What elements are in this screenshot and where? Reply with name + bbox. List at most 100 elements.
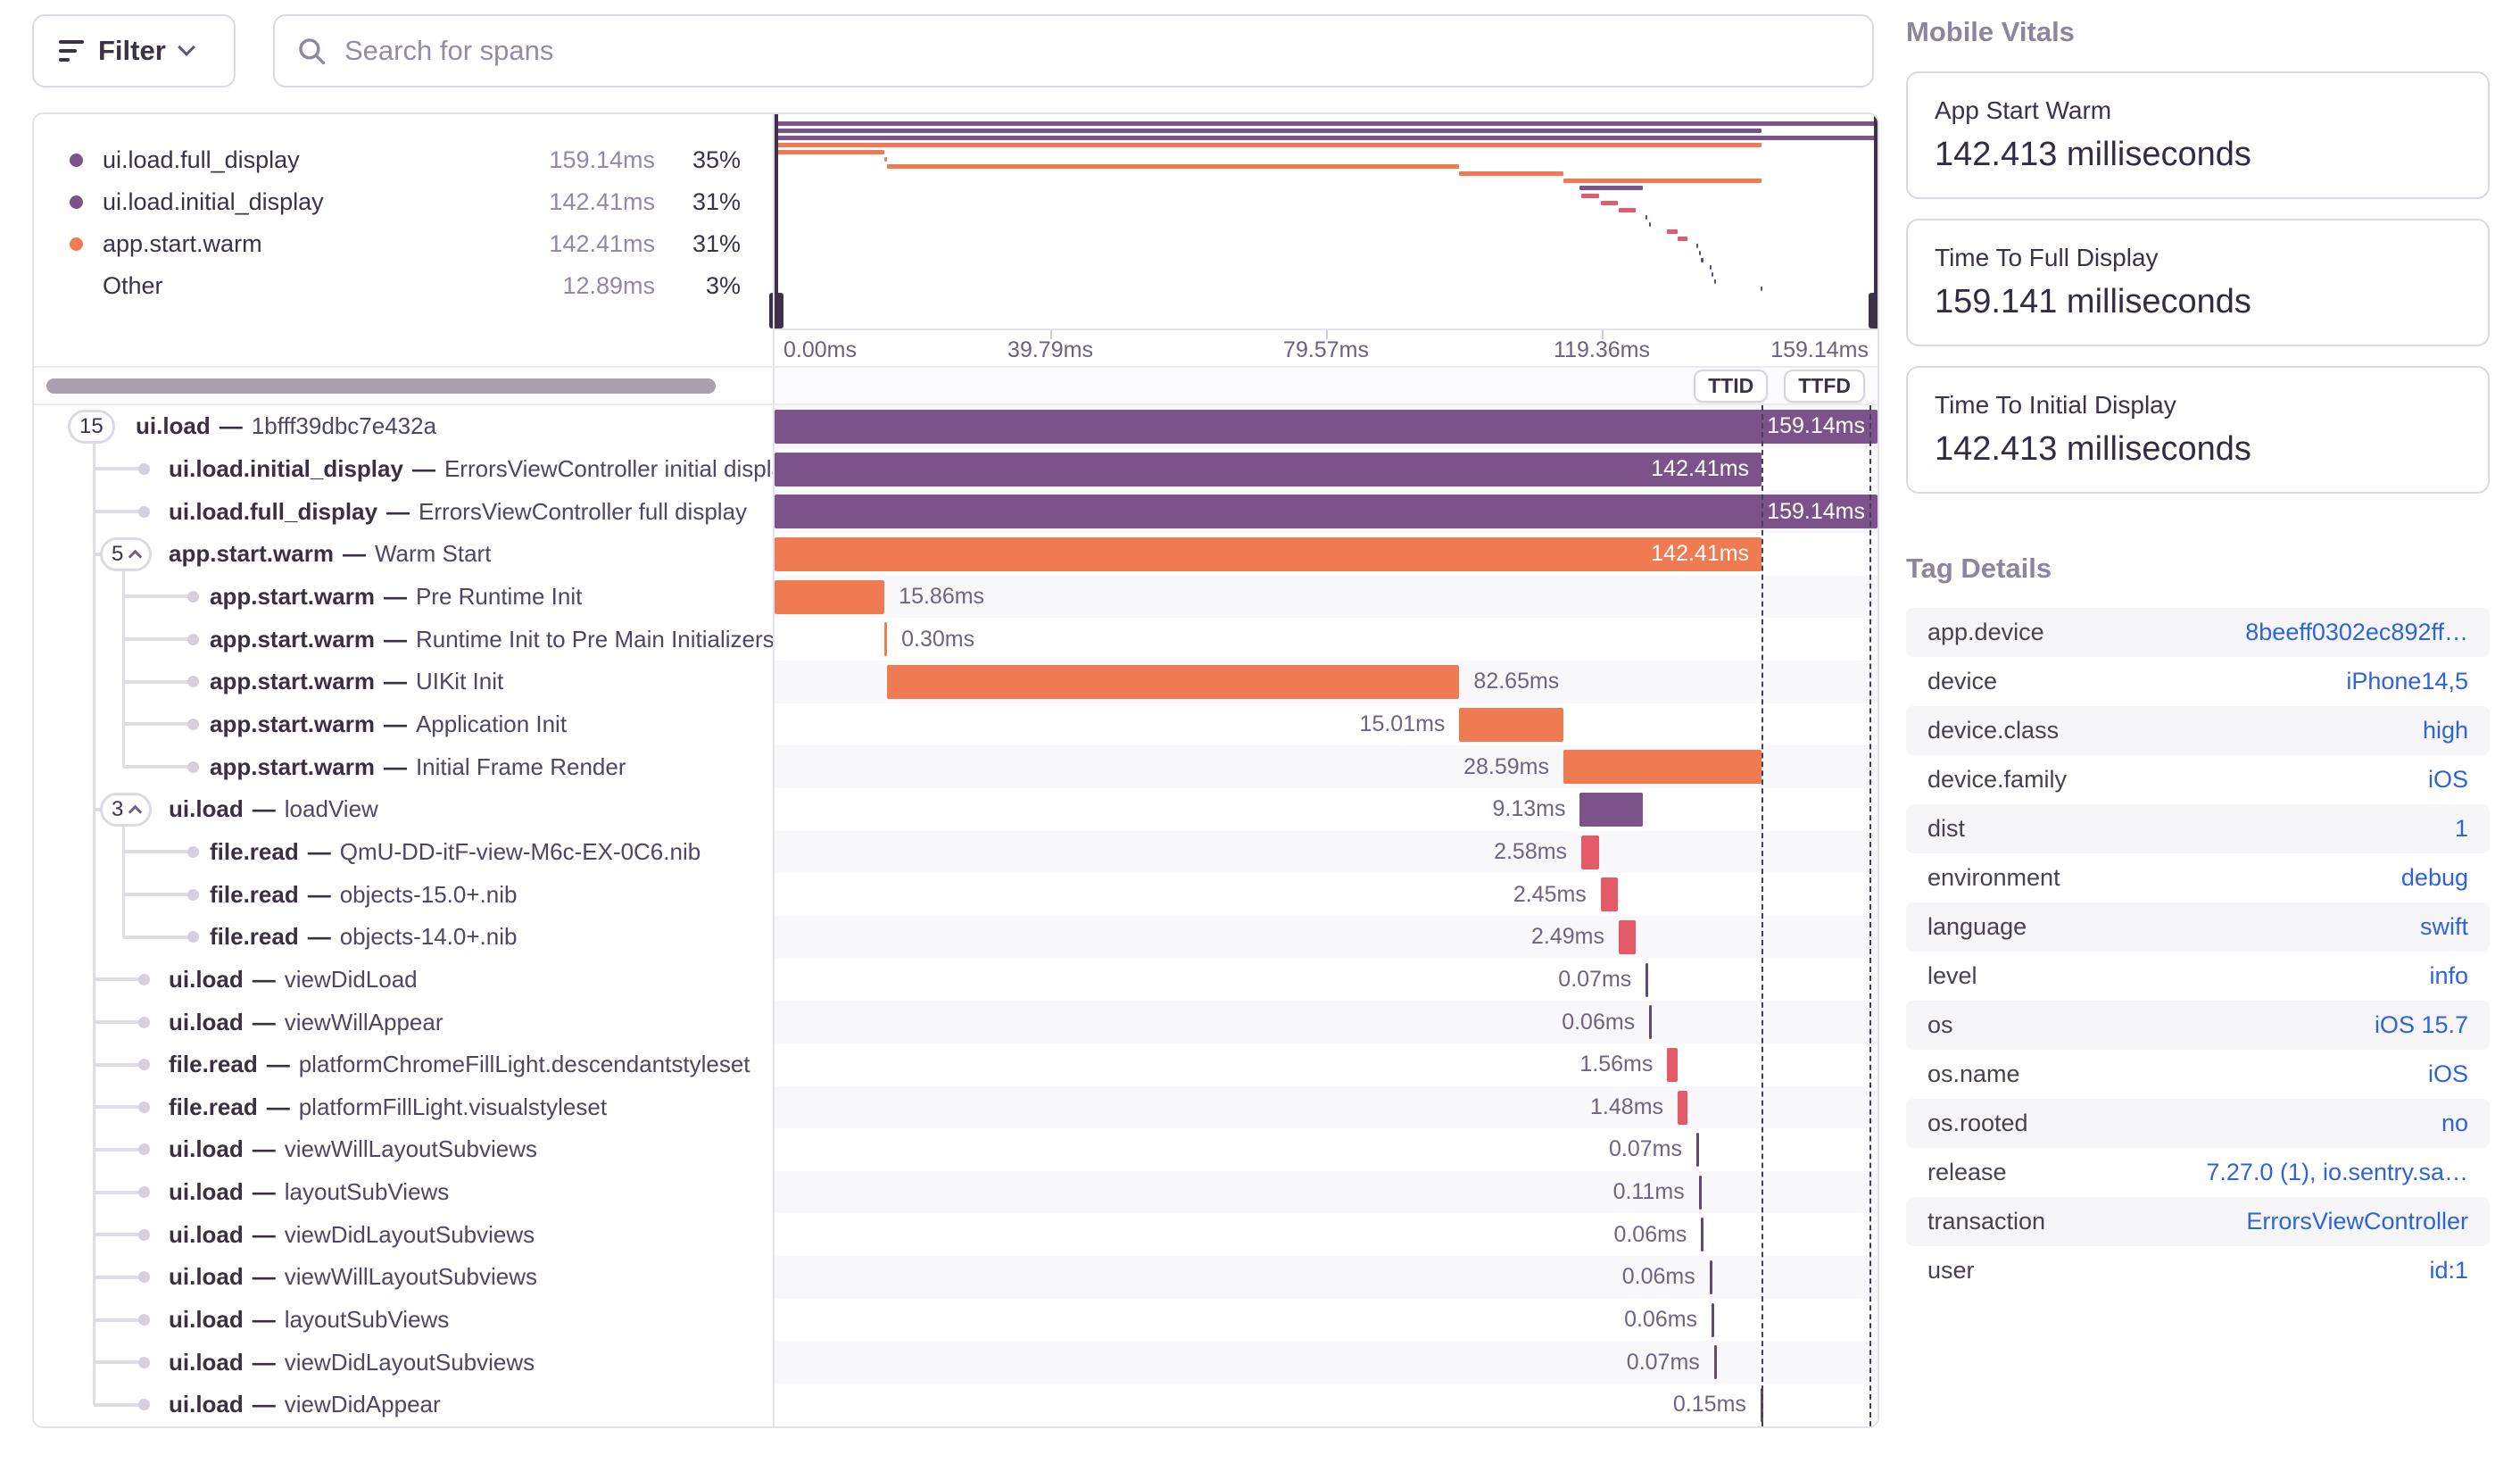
span-tree-row[interactable]: ui.load — layoutSubViews bbox=[34, 1171, 773, 1214]
span-bar[interactable] bbox=[1618, 919, 1637, 954]
span-duration-row[interactable]: 1.48ms bbox=[775, 1085, 1878, 1129]
minimap-right-drag-handle[interactable] bbox=[1869, 293, 1878, 328]
span-bar[interactable] bbox=[1459, 707, 1563, 742]
trace-minimap[interactable] bbox=[769, 114, 1878, 328]
span-duration-row[interactable]: 159.14ms bbox=[775, 490, 1878, 533]
legend-duration: 159.14ms bbox=[549, 146, 655, 173]
span-duration-row[interactable]: 15.86ms bbox=[775, 575, 1878, 619]
span-duration-row[interactable]: 0.07ms bbox=[775, 1341, 1878, 1384]
tag-value-link[interactable]: iPhone14,5 bbox=[2346, 668, 2468, 694]
span-bar[interactable] bbox=[775, 452, 1762, 486]
tag-value-link[interactable]: iOS bbox=[2427, 1060, 2468, 1087]
span-duration-row[interactable]: 0.30ms bbox=[775, 618, 1878, 661]
ttfd-marker-button[interactable]: TTFD bbox=[1784, 369, 1865, 403]
span-bar[interactable] bbox=[1600, 877, 1618, 912]
tag-value-link[interactable]: 1 bbox=[2454, 815, 2468, 842]
span-bar[interactable] bbox=[1579, 792, 1644, 827]
span-bar[interactable] bbox=[775, 410, 1878, 444]
span-bar[interactable] bbox=[775, 495, 1878, 529]
span-bar[interactable] bbox=[1701, 1218, 1704, 1252]
span-duration-row[interactable]: 142.41ms bbox=[775, 448, 1878, 491]
span-tree-row[interactable]: 15 ui.load — 1bfff39dbc7e432a bbox=[34, 405, 773, 448]
span-tree-row[interactable]: app.start.warm — Initial Frame Render bbox=[34, 745, 773, 788]
span-tree-row[interactable]: file.read — objects-14.0+.nib bbox=[34, 916, 773, 959]
span-bar[interactable] bbox=[1695, 1133, 1699, 1168]
span-tree-row[interactable]: file.read — objects-15.0+.nib bbox=[34, 873, 773, 916]
span-duration-row[interactable]: 0.06ms bbox=[775, 1213, 1878, 1256]
span-tree-row[interactable]: ui.load — viewWillLayoutSubviews bbox=[34, 1128, 773, 1171]
span-duration-row[interactable]: 0.07ms bbox=[775, 1128, 1878, 1171]
span-duration-row[interactable]: 0.07ms bbox=[775, 959, 1878, 1002]
span-bar[interactable] bbox=[775, 579, 885, 614]
span-tree-row[interactable]: ui.load — layoutSubViews bbox=[34, 1299, 773, 1342]
span-tree-row[interactable]: ui.load.initial_display — ErrorsViewCont… bbox=[34, 448, 773, 491]
span-bar[interactable] bbox=[1712, 1302, 1715, 1337]
span-duration-row[interactable]: 0.06ms bbox=[775, 1256, 1878, 1299]
span-bar[interactable] bbox=[1667, 1047, 1679, 1082]
span-tree-row[interactable]: 3 ui.load — loadView bbox=[34, 788, 773, 831]
minimap-right-edge[interactable] bbox=[1874, 114, 1878, 328]
span-duration-row[interactable]: 15.01ms bbox=[775, 703, 1878, 746]
tag-value-link[interactable]: info bbox=[2429, 962, 2468, 989]
span-bar[interactable] bbox=[886, 664, 1460, 699]
tree-connector-line bbox=[94, 1360, 143, 1365]
span-tree-row[interactable]: app.start.warm — Runtime Init to Pre Mai… bbox=[34, 618, 773, 661]
search-input[interactable] bbox=[343, 34, 1851, 68]
span-bar[interactable] bbox=[1649, 1005, 1653, 1040]
span-tree-row[interactable]: app.start.warm — UIKit Init bbox=[34, 661, 773, 703]
span-children-count-badge[interactable]: 5 bbox=[100, 536, 153, 571]
span-duration-row[interactable]: 0.06ms bbox=[775, 1001, 1878, 1043]
span-duration-row[interactable]: 0.11ms bbox=[775, 1170, 1878, 1214]
span-duration-row[interactable]: 159.14ms bbox=[775, 405, 1878, 448]
span-bar[interactable] bbox=[1709, 1260, 1712, 1295]
tag-value-link[interactable]: ErrorsViewController bbox=[2246, 1208, 2468, 1235]
tree-hscroll-thumb[interactable] bbox=[46, 378, 716, 394]
tag-value-link[interactable]: iOS bbox=[2427, 766, 2468, 793]
span-duration-row[interactable]: 142.41ms bbox=[775, 533, 1878, 576]
span-tree-row[interactable]: ui.load — viewDidAppear bbox=[34, 1384, 773, 1426]
span-tree-row[interactable]: ui.load — viewDidLayoutSubviews bbox=[34, 1341, 773, 1384]
span-duration-row[interactable]: 9.13ms bbox=[775, 788, 1878, 831]
filter-button[interactable]: Filter bbox=[32, 14, 236, 87]
span-children-count-badge[interactable]: 15 bbox=[68, 409, 115, 444]
span-tree-row[interactable]: file.read — platformFillLight.visualstyl… bbox=[34, 1086, 773, 1129]
span-duration-row[interactable]: 82.65ms bbox=[775, 660, 1878, 703]
span-bar[interactable] bbox=[1678, 1090, 1688, 1125]
span-bar[interactable] bbox=[1645, 962, 1649, 997]
span-tree-row[interactable]: ui.load — viewWillLayoutSubviews bbox=[34, 1256, 773, 1299]
span-tree-row[interactable]: app.start.warm — Pre Runtime Init bbox=[34, 576, 773, 619]
span-duration-row[interactable]: 2.45ms bbox=[775, 873, 1878, 916]
tag-value-link[interactable]: 8beeff0302ec892ff… bbox=[2245, 619, 2468, 645]
tag-value-link[interactable]: no bbox=[2441, 1110, 2468, 1136]
span-duration-row[interactable]: 2.58ms bbox=[775, 830, 1878, 874]
span-bar[interactable] bbox=[775, 536, 1762, 571]
tag-value-link[interactable]: id:1 bbox=[2429, 1257, 2468, 1284]
minimap-left-edge[interactable] bbox=[775, 114, 778, 328]
tag-value-link[interactable]: 7.27.0 (1), io.sentry.sa… bbox=[2206, 1159, 2468, 1185]
tag-value-link[interactable]: high bbox=[2422, 717, 2468, 744]
span-tree-row[interactable]: ui.load — viewDidLoad bbox=[34, 959, 773, 1002]
span-tree-row[interactable]: app.start.warm — Application Init bbox=[34, 703, 773, 746]
span-duration-row[interactable]: 28.59ms bbox=[775, 745, 1878, 788]
span-bar[interactable] bbox=[1713, 1345, 1717, 1380]
span-bar[interactable] bbox=[1698, 1175, 1702, 1210]
minimap-left-drag-handle[interactable] bbox=[769, 293, 783, 328]
span-tree-row[interactable]: ui.load — viewDidLayoutSubviews bbox=[34, 1213, 773, 1256]
span-bar[interactable] bbox=[884, 622, 888, 657]
span-tree-row[interactable]: file.read — platformChromeFillLight.desc… bbox=[34, 1043, 773, 1086]
tag-value-link[interactable]: iOS 15.7 bbox=[2374, 1011, 2468, 1038]
ttid-marker-button[interactable]: TTID bbox=[1694, 369, 1769, 403]
span-duration-row[interactable]: 0.06ms bbox=[775, 1299, 1878, 1342]
tag-value-link[interactable]: swift bbox=[2420, 913, 2468, 940]
span-duration-row[interactable]: 2.49ms bbox=[775, 915, 1878, 959]
span-children-count-badge[interactable]: 3 bbox=[100, 792, 153, 827]
span-duration-row[interactable]: 0.15ms bbox=[775, 1384, 1878, 1426]
span-bar[interactable] bbox=[1563, 750, 1762, 785]
span-tree-row[interactable]: file.read — QmU-DD-itF-view-M6c-EX-0C6.n… bbox=[34, 831, 773, 874]
span-tree-row[interactable]: ui.load.full_display — ErrorsViewControl… bbox=[34, 490, 773, 533]
span-tree-row[interactable]: 5 app.start.warm — Warm Start bbox=[34, 533, 773, 576]
tag-value-link[interactable]: debug bbox=[2400, 864, 2468, 891]
span-tree-row[interactable]: ui.load — viewWillAppear bbox=[34, 1001, 773, 1043]
span-bar[interactable] bbox=[1581, 835, 1600, 869]
span-duration-row[interactable]: 1.56ms bbox=[775, 1043, 1878, 1086]
